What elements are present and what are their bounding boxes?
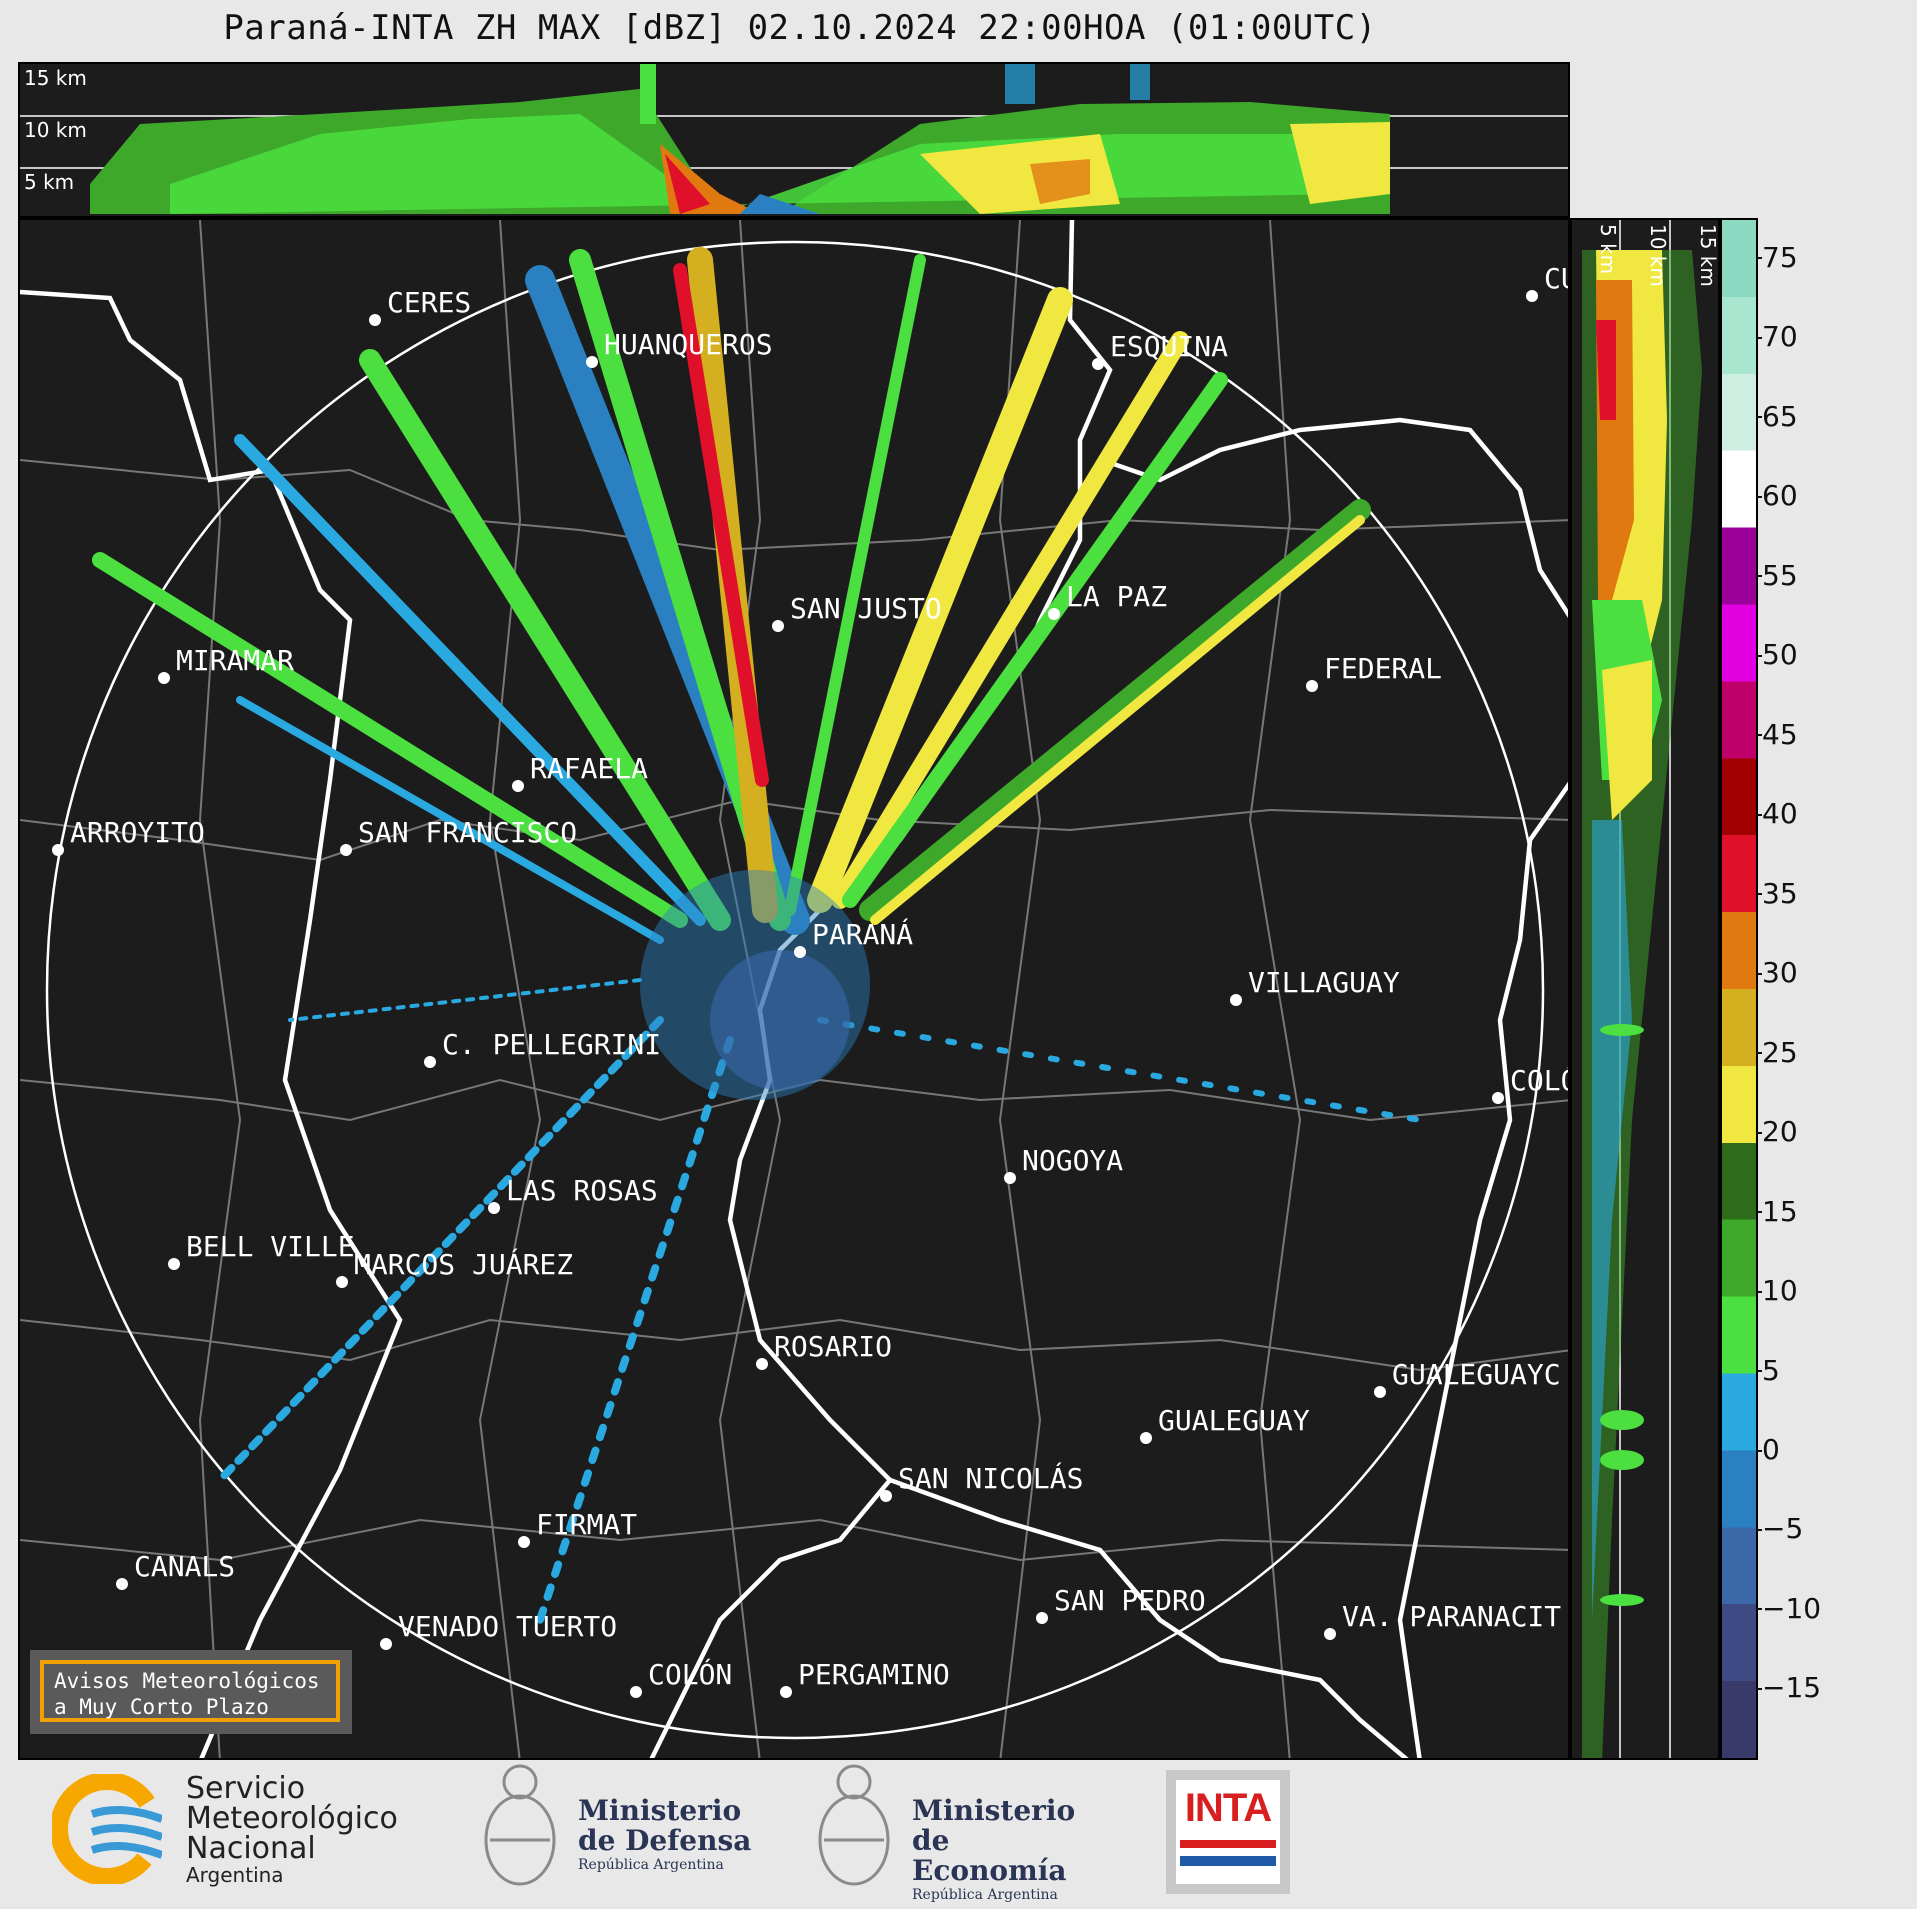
city-villaguay: VILLAGUAY [1248, 966, 1400, 999]
city-gualeguaychu: GUALEGUAYC [1392, 1358, 1561, 1391]
defensa-line-3: República Argentina [578, 1857, 724, 1873]
dbz-colorbar [1720, 218, 1758, 1760]
city-miramar: MIRAMAR [176, 644, 294, 677]
colorbar-tick: 0 [1756, 1433, 1780, 1466]
colorbar-tick: 60 [1756, 479, 1798, 513]
top-reflectivity-profile [90, 64, 1390, 214]
colorbar-tick: −5 [1755, 1512, 1804, 1546]
colorbar-tick: 25 [1756, 1035, 1798, 1069]
city-bell-ville: BELL VILLE [186, 1230, 355, 1263]
city-pergamino: PERGAMINO [798, 1658, 950, 1691]
side-height-label-10: 10 km [1646, 224, 1670, 287]
city-arroyito: ARROYITO [70, 816, 205, 849]
city-las-rosas: LAS ROSAS [506, 1174, 658, 1207]
avisos-box: Avisos Meteorológicos a Muy Corto Plazo [30, 1650, 352, 1734]
map-title: Paraná-INTA ZH MAX [dBZ] 02.10.2024 22:0… [223, 8, 1377, 48]
colorbar-tick: 15 [1756, 1194, 1798, 1228]
top-height-label-10: 10 km [24, 118, 87, 142]
colorbar-tick: −15 [1755, 1671, 1822, 1705]
radar-map-svg: CERES HUANQUEROS ESQUINA CU LA PAZ SAN J… [20, 220, 1570, 1758]
radar-map: CERES HUANQUEROS ESQUINA CU LA PAZ SAN J… [18, 218, 1570, 1760]
city-c-pellegrini: C. PELLEGRINI [442, 1028, 661, 1061]
colorbar-tick: 70 [1756, 320, 1798, 354]
city-va-paranacito: VA. PARANACIT [1342, 1600, 1561, 1633]
smn-line-1: Servicio [186, 1771, 306, 1806]
city-san-francisco: SAN FRANCISCO [358, 816, 577, 849]
avisos-line-2: a Muy Corto Plazo [54, 1695, 269, 1719]
radar-echo-rays [92, 247, 1423, 1624]
smn-line-4: Argentina [186, 1863, 284, 1887]
colorbar-tick: 65 [1756, 399, 1798, 433]
coat-of-arms-icon [818, 1764, 890, 1886]
smn-line-2: Meteorológico [186, 1801, 398, 1836]
city-federal: FEDERAL [1324, 652, 1442, 685]
city-parana: PARANÁ [812, 917, 913, 951]
city-san-nicolas: SAN NICOLÁS [898, 1461, 1083, 1495]
smn-line-3: Nacional [186, 1831, 316, 1866]
side-cross-section-svg [1582, 220, 1702, 1758]
economia-logo: Ministerio de Economía República Argenti… [812, 1760, 1112, 1903]
smn-logo: Servicio Meteorológico Nacional Argentin… [52, 1771, 422, 1887]
colorbar-tick: 20 [1756, 1115, 1798, 1149]
colorbar-tick: 5 [1756, 1353, 1780, 1387]
top-height-label-5: 5 km [24, 170, 75, 194]
city-la-paz: LA PAZ [1066, 580, 1167, 613]
colorbar-tick: 75 [1756, 240, 1798, 274]
economia-line-2: de Economía [912, 1824, 1067, 1887]
city-cu: CU [1544, 262, 1570, 295]
colorbar-tick: −10 [1755, 1591, 1822, 1625]
city-huanqueros: HUANQUEROS [604, 328, 773, 361]
colorbar-tick: 55 [1756, 558, 1798, 592]
city-markers: CERES HUANQUEROS ESQUINA CU LA PAZ SAN J… [52, 262, 1570, 1698]
city-san-justo: SAN JUSTO [790, 592, 942, 625]
economia-line-3: República Argentina [912, 1887, 1058, 1903]
economia-line-1: Ministerio [912, 1794, 1076, 1827]
colorbar-tick: 45 [1756, 717, 1798, 751]
defensa-line-2: de Defensa [578, 1824, 752, 1857]
coat-of-arms-icon [484, 1764, 556, 1886]
city-colon: COLÓN [648, 1657, 732, 1691]
defensa-logo: Ministerio de Defensa República Argentin… [478, 1760, 778, 1900]
city-esquina: ESQUINA [1110, 330, 1228, 363]
side-cross-section-panel: 5 km 10 km 15 km [1570, 218, 1720, 1760]
colorbar-tick: 30 [1756, 956, 1798, 990]
top-cross-section-panel: 15 km 10 km 5 km [18, 62, 1570, 218]
city-colo: COLÓ [1510, 1063, 1570, 1097]
city-marcos-juarez: MARCOS JUÁREZ [354, 1247, 573, 1281]
smn-logo-icon [52, 1774, 162, 1884]
city-canals: CANALS [134, 1550, 235, 1583]
radar-range-ring [45, 240, 1545, 1740]
colorbar-tick: 10 [1756, 1274, 1798, 1308]
city-rosario: ROSARIO [774, 1330, 892, 1363]
city-venado-tuerto: VENADO TUERTO [398, 1610, 617, 1643]
city-ceres: CERES [387, 286, 471, 319]
side-reflectivity-profile [1582, 250, 1702, 1758]
city-san-pedro: SAN PEDRO [1054, 1584, 1206, 1617]
colorbar-tick: 35 [1756, 876, 1798, 910]
city-gualeguay: GUALEGUAY [1158, 1404, 1310, 1437]
defensa-line-1: Ministerio [578, 1794, 742, 1827]
city-firmat: FIRMAT [536, 1508, 637, 1541]
city-nogoya: NOGOYA [1022, 1144, 1123, 1177]
colorbar-tick: 40 [1756, 797, 1798, 831]
top-cross-section-svg [20, 64, 1568, 214]
side-height-label-15: 15 km [1696, 224, 1720, 287]
inta-logo: INTA [1166, 1770, 1290, 1894]
top-height-label-15: 15 km [24, 66, 87, 90]
side-height-label-5: 5 km [1596, 224, 1620, 275]
inta-logo-text: INTA [1184, 1786, 1272, 1830]
city-rafaela: RAFAELA [530, 752, 648, 785]
colorbar-tick: 50 [1756, 638, 1798, 672]
avisos-line-1: Avisos Meteorológicos [54, 1669, 320, 1693]
